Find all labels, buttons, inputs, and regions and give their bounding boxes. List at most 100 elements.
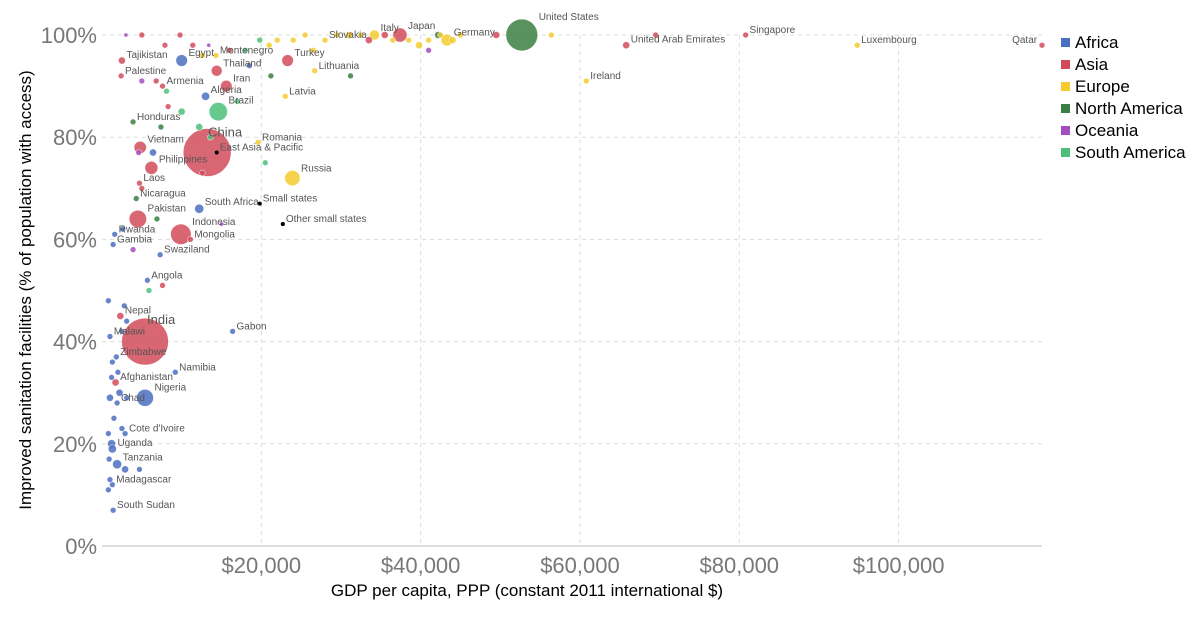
point[interactable] [157,123,165,131]
point-egypt[interactable] [175,54,188,67]
point-namibia[interactable] [172,369,179,376]
point[interactable] [380,31,389,39]
point[interactable] [234,98,241,105]
point[interactable] [115,388,124,397]
point[interactable] [365,36,373,44]
point[interactable] [138,185,146,192]
point[interactable] [425,47,432,54]
point-turkey[interactable] [281,54,294,67]
point-luxembourg[interactable] [853,42,861,49]
point-india[interactable] [121,317,169,366]
point-malawi[interactable] [106,333,114,340]
point-madagascar[interactable] [109,481,116,488]
point-afghanistan[interactable] [111,378,120,387]
point-cote-d-ivoire[interactable] [121,430,129,437]
point-iran[interactable] [220,80,233,93]
point[interactable] [121,465,129,474]
point[interactable] [110,415,118,422]
point[interactable] [135,149,142,156]
legend-item-south-america[interactable]: South America [1075,143,1186,162]
point-montenegro[interactable] [212,52,220,59]
point-swaziland[interactable] [156,251,164,258]
point[interactable] [119,225,126,233]
point-honduras[interactable] [129,118,137,126]
point[interactable] [289,36,297,44]
point[interactable] [345,31,353,39]
point[interactable] [189,42,197,49]
point-thailand[interactable] [210,65,223,77]
point[interactable] [199,169,206,177]
point-nepal[interactable] [116,312,125,320]
point[interactable] [106,393,114,402]
point-nicaragua[interactable] [133,195,140,202]
point-rwanda[interactable] [111,231,118,238]
point-ireland[interactable] [583,77,590,85]
point[interactable] [415,41,423,50]
point-chad[interactable] [113,399,121,407]
point-russia[interactable] [284,170,301,187]
point[interactable] [105,297,112,304]
point[interactable] [164,103,172,110]
point-uganda[interactable] [107,444,117,454]
point[interactable] [262,159,269,166]
point[interactable] [149,148,157,157]
point[interactable] [425,36,432,44]
point[interactable] [437,31,444,39]
point[interactable] [206,42,212,48]
point-mongolia[interactable] [187,236,194,243]
point-romania[interactable] [254,139,262,146]
point[interactable] [492,31,501,39]
point[interactable] [136,466,143,473]
point-zimbabwe[interactable] [113,353,120,361]
point-small-states[interactable] [257,201,262,206]
point[interactable] [405,36,412,44]
point[interactable] [123,394,130,402]
point[interactable] [138,31,146,39]
point-tajikistan[interactable] [118,56,126,65]
point[interactable] [548,31,555,39]
legend-item-asia[interactable]: Asia [1075,55,1109,74]
point-other-small-states[interactable] [280,222,285,227]
point[interactable] [152,77,160,85]
point-united-arab-emirates[interactable] [622,41,631,50]
point-gambia[interactable] [109,241,117,248]
legend-item-europe[interactable]: Europe [1075,77,1130,96]
point[interactable] [301,31,309,39]
point[interactable] [105,430,112,437]
point-angola[interactable] [144,277,151,284]
point[interactable] [105,486,112,493]
point[interactable] [357,31,365,39]
point-south-africa[interactable] [194,203,205,214]
point-pakistan[interactable] [128,209,147,228]
point[interactable] [176,31,184,39]
point-italy[interactable] [369,29,380,41]
point-east-asia-pacific[interactable] [214,150,219,155]
point[interactable] [219,221,224,227]
point[interactable] [123,32,129,38]
legend-item-oceania[interactable]: Oceania [1075,121,1139,140]
point-philippines[interactable] [144,161,159,175]
point[interactable] [389,36,396,44]
point-slovakia[interactable] [321,36,329,44]
point[interactable] [138,77,146,85]
legend-item-africa[interactable]: Africa [1075,33,1119,52]
point-nigeria[interactable] [136,389,154,407]
point-south-sudan[interactable] [109,507,117,514]
point[interactable] [246,62,253,69]
point[interactable] [105,455,113,463]
point-gabon[interactable] [229,328,236,335]
point[interactable] [256,36,263,44]
point-tanzania[interactable] [112,459,123,470]
point[interactable] [106,476,114,483]
point-lithuania[interactable] [311,67,318,74]
point[interactable] [118,328,126,335]
point[interactable] [153,215,161,223]
point[interactable] [145,287,153,294]
point[interactable] [267,72,275,80]
point-singapore[interactable] [742,31,749,39]
point[interactable] [207,134,214,141]
point[interactable] [309,47,317,54]
point[interactable] [347,72,354,80]
point[interactable] [333,31,341,39]
point[interactable] [652,31,659,39]
